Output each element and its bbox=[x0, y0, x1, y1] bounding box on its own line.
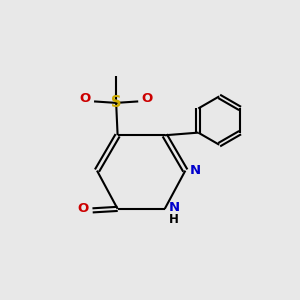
Text: S: S bbox=[111, 95, 122, 110]
Text: H: H bbox=[169, 213, 179, 226]
Text: O: O bbox=[77, 202, 88, 215]
Text: N: N bbox=[169, 201, 180, 214]
Text: N: N bbox=[190, 164, 201, 177]
Text: O: O bbox=[79, 92, 91, 105]
Text: O: O bbox=[142, 92, 153, 105]
